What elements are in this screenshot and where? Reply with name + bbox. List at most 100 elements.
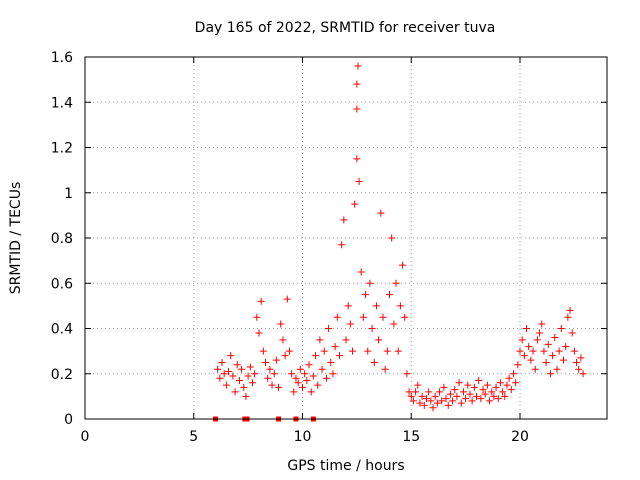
data-point: [388, 234, 396, 242]
data-point: [560, 356, 567, 364]
data-point: [473, 392, 480, 400]
data-point: [442, 395, 450, 403]
data-point: [379, 313, 387, 321]
data-point: [483, 381, 491, 389]
data-point: [401, 313, 409, 321]
data-point: [233, 361, 241, 369]
data-point: [462, 395, 470, 403]
data-point: [231, 388, 239, 396]
data-point: [264, 374, 272, 382]
data-point: [312, 352, 320, 360]
data-point: [505, 374, 513, 382]
data-point: [433, 399, 441, 407]
x-tick-label: 5: [189, 429, 198, 445]
data-point: [359, 313, 367, 321]
data-point: [453, 392, 461, 400]
data-point: [246, 363, 254, 371]
data-point: [481, 390, 489, 398]
data-point: [272, 356, 280, 364]
data-point: [288, 370, 296, 378]
data-point: [305, 361, 313, 369]
data-point: [577, 354, 585, 362]
y-tick-label: 0: [64, 412, 73, 428]
data-point: [507, 386, 515, 394]
data-point: [451, 386, 459, 394]
data-point: [457, 399, 465, 407]
data-point: [375, 336, 383, 344]
data-point: [299, 383, 306, 391]
data-point: [354, 62, 362, 70]
data-point: [216, 374, 224, 382]
data-point: [444, 401, 452, 409]
y-tick-label: 1.4: [51, 95, 73, 111]
data-point: [268, 381, 276, 389]
data-point: [538, 320, 546, 328]
data-point: [333, 313, 341, 321]
data-point: [496, 379, 504, 387]
data-point: [229, 372, 237, 380]
data-point: [303, 377, 311, 385]
data-point: [568, 329, 576, 337]
y-tick-label: 0.4: [51, 322, 73, 338]
data-point: [440, 383, 448, 391]
data-point: [405, 388, 413, 396]
data-point: [381, 365, 389, 373]
data-point: [394, 347, 402, 355]
data-point: [283, 295, 291, 303]
data-point: [370, 358, 378, 366]
data-points: [213, 62, 587, 422]
data-point: [307, 388, 315, 396]
data-point: [438, 397, 446, 405]
data-point: [418, 392, 426, 400]
data-point: [412, 388, 420, 396]
data-point: [225, 367, 233, 375]
data-point: [527, 356, 535, 364]
data-point: [525, 343, 533, 351]
data-point: [355, 177, 363, 185]
data-point: [562, 343, 570, 351]
data-point: [549, 352, 557, 360]
data-point: [220, 370, 228, 378]
data-point: [342, 336, 350, 344]
data-point: [390, 320, 398, 328]
data-point: [499, 388, 507, 396]
data-point: [429, 404, 437, 412]
data-point: [579, 370, 587, 378]
data-point: [512, 379, 520, 387]
y-tick-label: 0.8: [51, 231, 73, 247]
data-point: [357, 268, 365, 276]
data-point: [409, 397, 417, 405]
y-tick-label: 0.2: [51, 367, 73, 383]
data-point: [494, 395, 502, 403]
data-point: [253, 313, 261, 321]
data-point: [488, 388, 496, 396]
data-point: [573, 358, 581, 366]
data-point: [470, 383, 478, 391]
data-point: [533, 336, 541, 344]
x-axis-title: GPS time / hours: [287, 458, 404, 474]
data-point: [523, 325, 531, 332]
y-axis-title: SRMTID / TECUs: [8, 182, 24, 295]
data-point: [544, 340, 552, 348]
data-point: [242, 392, 250, 400]
data-point: [218, 358, 226, 366]
data-point: [403, 370, 411, 378]
data-point: [566, 306, 574, 314]
data-point: [486, 397, 494, 405]
data-point: [407, 392, 415, 400]
data-point: [316, 336, 324, 344]
data-point: [427, 397, 435, 405]
data-point: [420, 401, 428, 409]
data-point: [338, 241, 346, 249]
data-point: [301, 370, 309, 378]
x-tick-label: 10: [294, 429, 312, 445]
data-point: [309, 372, 317, 380]
data-point: [514, 361, 522, 369]
data-point: [257, 297, 265, 305]
grid-lines: [85, 57, 607, 419]
data-point: [244, 372, 252, 380]
data-point: [490, 392, 498, 400]
x-tick-label: 20: [511, 429, 529, 445]
data-point: [327, 358, 335, 366]
data-point: [564, 313, 572, 321]
